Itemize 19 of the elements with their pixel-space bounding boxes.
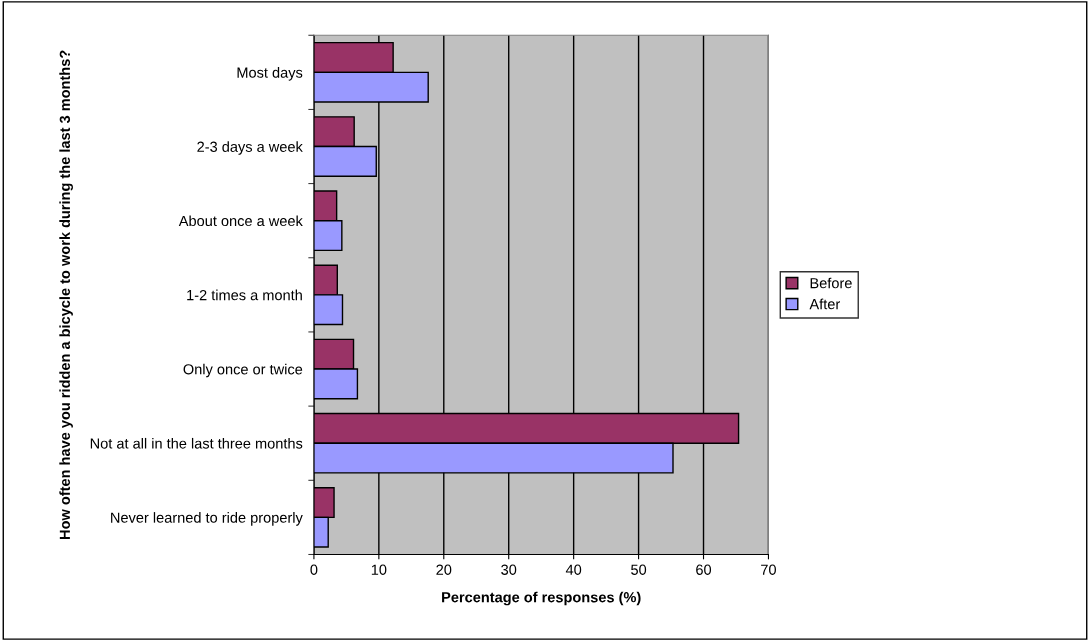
x-tick-label: 0	[310, 564, 318, 575]
x-tick-label: 50	[631, 564, 647, 575]
x-tick-label: 70	[761, 564, 776, 575]
y-tick-label: 1-2 times a month	[187, 289, 302, 301]
x-tick-label: 10	[371, 564, 387, 575]
legend-label: After	[809, 298, 841, 310]
x-tick-label: 40	[565, 564, 582, 575]
x-axis-title: Percentage of responses (%)	[442, 591, 641, 606]
y-tick-label: Only once or twice	[183, 363, 303, 378]
y-axis-title: How often have you ridden a bicycle to work during the last 3 months?	[59, 50, 73, 539]
y-tick-label: About once a week	[178, 215, 303, 227]
y-tick-label: 2-3 days a week	[197, 141, 303, 155]
x-tick-label: 30	[501, 564, 517, 575]
y-tick-label: Most days	[237, 67, 303, 81]
x-tick-label: 60	[696, 564, 712, 575]
y-tick-label: Not at all in the last three months	[90, 437, 303, 449]
x-tick-label: 20	[436, 564, 452, 575]
y-tick-label: Never learned to ride properly	[111, 512, 303, 526]
legend-label: Before	[810, 277, 852, 289]
